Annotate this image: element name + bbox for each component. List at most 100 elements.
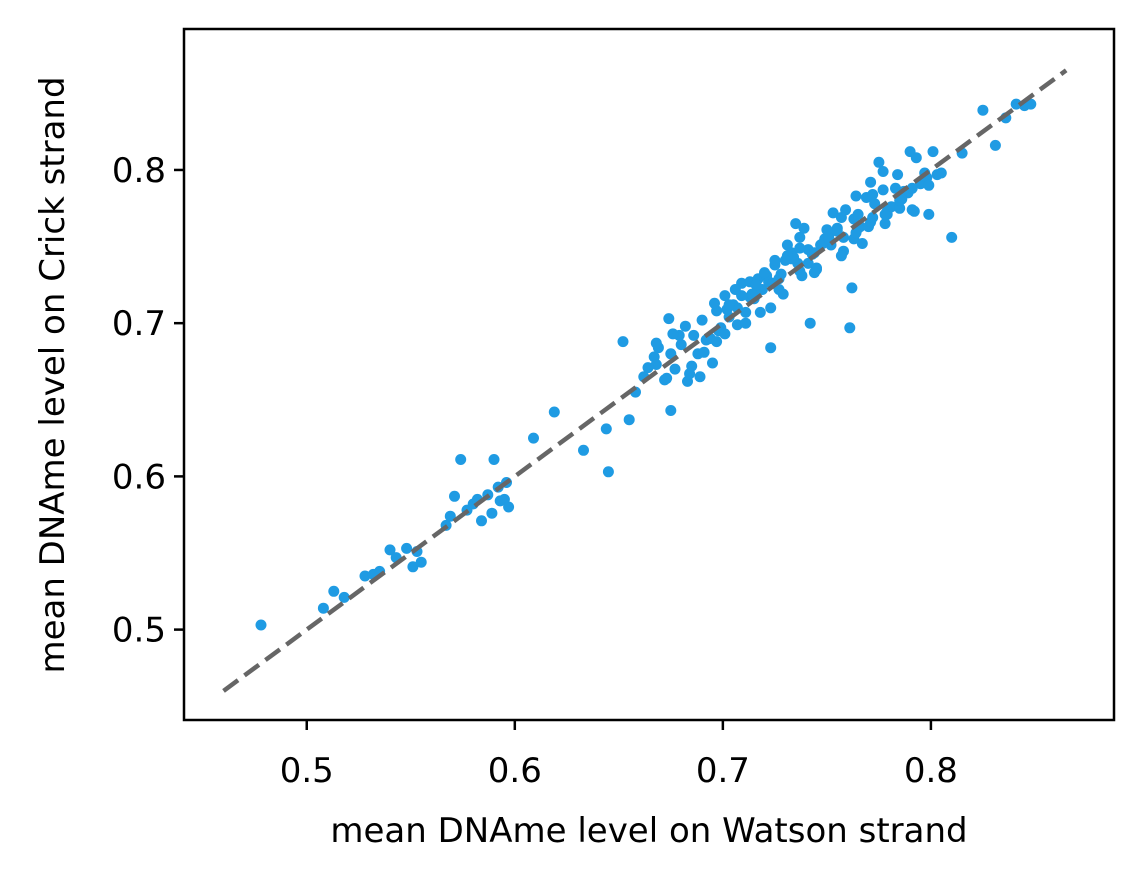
scatter-point <box>879 208 891 220</box>
scatter-point <box>746 288 758 300</box>
scatter-point <box>867 189 879 200</box>
scatter-point <box>865 216 877 228</box>
scatter-point <box>486 507 498 519</box>
scatter-point <box>740 317 752 329</box>
scatter-point <box>856 238 868 249</box>
scatter-point <box>754 306 766 318</box>
scatter-point <box>946 231 958 243</box>
scatter-point <box>709 297 720 309</box>
scatter-point <box>698 346 710 358</box>
scatter-point <box>688 329 700 341</box>
scatter-point <box>476 515 487 527</box>
scatter-point <box>790 218 802 230</box>
scatter-point <box>759 267 770 279</box>
scatter-point <box>719 290 731 302</box>
scatter-point <box>650 359 662 370</box>
scatter-point <box>444 510 456 522</box>
scatter-point <box>844 322 856 334</box>
scatter-point <box>731 319 743 331</box>
scatter-point <box>548 406 560 418</box>
scatter-point <box>796 270 808 282</box>
scatter-point <box>684 368 696 380</box>
scatter-point <box>779 254 791 266</box>
scatter-point <box>989 139 1001 151</box>
scatter-point <box>740 306 752 318</box>
scatter-point <box>869 198 881 210</box>
identity-reference-line <box>222 68 1068 693</box>
scatter-point <box>719 328 731 340</box>
scatter-point <box>503 501 515 513</box>
x-tick-label: 0.6 <box>488 751 542 791</box>
scatter-point <box>667 328 679 340</box>
scatter-point <box>850 227 862 239</box>
scatter-point <box>602 466 614 478</box>
scatter-point <box>892 169 904 181</box>
x-axis-title: mean DNAme level on Watson strand <box>330 811 967 851</box>
scatter-point <box>675 339 687 351</box>
scatter-point <box>835 250 847 262</box>
scatter-point <box>977 104 989 116</box>
scatter-point <box>665 405 677 416</box>
scatter-point <box>528 432 539 444</box>
scatter-point <box>661 372 673 384</box>
scatter-point <box>707 357 718 369</box>
x-axis-ticks: 0.5 0.6 0.7 0.8 <box>280 720 958 791</box>
scatter-point <box>852 208 864 220</box>
y-axis-ticks: 0.5 0.6 0.7 0.8 <box>112 151 184 651</box>
scatter-point <box>804 317 816 329</box>
scatter-point <box>736 290 748 302</box>
scatter-point <box>578 444 589 456</box>
y-axis-title: mean DNAme level on Crick strand <box>33 76 73 673</box>
scatter-point <box>696 314 708 326</box>
scatter-point <box>827 207 839 219</box>
scatter-point <box>663 313 675 325</box>
scatter-point <box>890 182 901 194</box>
scatter-point <box>694 371 706 383</box>
scatter-point <box>488 454 500 465</box>
scatter-point <box>879 218 891 230</box>
scatter-point <box>449 490 460 502</box>
scatter-point <box>623 414 635 426</box>
x-tick-label: 0.5 <box>280 751 334 791</box>
plot-area-frame <box>182 27 1116 722</box>
scatter-point <box>665 348 677 360</box>
scatter-point <box>935 167 947 179</box>
scatter-point <box>877 184 889 196</box>
scatter-point <box>617 336 629 348</box>
scatter-point <box>455 454 467 465</box>
scatter-point <box>723 299 735 311</box>
scatter-point <box>846 282 858 294</box>
scatter-point <box>798 222 810 234</box>
scatter-point <box>906 182 918 194</box>
scatter-point <box>908 205 920 217</box>
scatter-point <box>642 362 654 374</box>
scatter-point <box>1025 98 1037 110</box>
scatter-point <box>317 602 329 614</box>
scatter-point <box>401 542 413 554</box>
scatter-point <box>894 195 906 207</box>
scatter-point <box>850 190 862 202</box>
x-tick-label: 0.7 <box>696 751 750 791</box>
scatter-point <box>679 320 691 332</box>
scatter-point <box>877 166 889 177</box>
scatter-point <box>338 591 350 603</box>
scatter-point <box>407 561 419 573</box>
y-tick-label: 0.6 <box>112 457 166 497</box>
scatter-point <box>669 363 681 375</box>
scatter-point <box>840 204 852 216</box>
y-tick-label: 0.8 <box>112 151 166 191</box>
scatter-point <box>923 179 935 191</box>
scatter-point <box>384 544 396 556</box>
scatter-point <box>750 279 762 291</box>
scatter-point <box>1010 98 1022 110</box>
x-tick-label: 0.8 <box>904 751 958 791</box>
scatter-point <box>765 302 777 314</box>
scatter-point <box>255 619 267 631</box>
scatter-point <box>794 242 806 254</box>
scatter-point <box>600 423 612 435</box>
scatter-point <box>808 267 820 279</box>
scatter-point <box>359 570 371 582</box>
scatter-point <box>415 556 427 568</box>
scatter-point <box>328 585 340 597</box>
